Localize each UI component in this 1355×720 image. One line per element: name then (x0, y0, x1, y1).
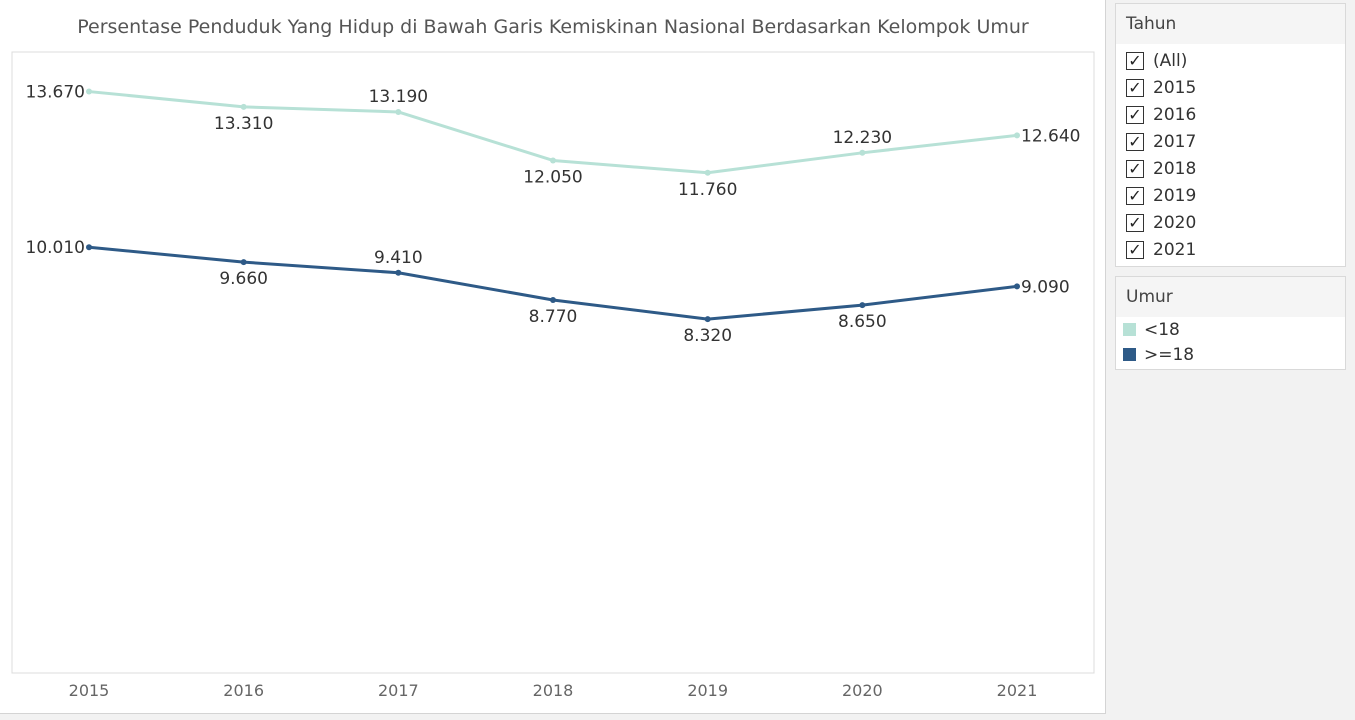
data-point (1014, 132, 1021, 139)
plot-frame (11, 51, 1095, 674)
data-label: 13.190 (369, 87, 428, 107)
x-tick-label: 2016 (223, 681, 264, 700)
data-label: 8.770 (529, 307, 578, 327)
checkbox-checked-icon[interactable]: ✓ (1126, 186, 1144, 205)
year-filter-label: (All) (1153, 50, 1188, 71)
data-label: 8.320 (683, 326, 732, 346)
year-filter-option[interactable]: ✓ 2019 (1116, 182, 1345, 209)
year-filter-label: 2015 (1153, 77, 1197, 98)
data-point (86, 88, 92, 95)
legend-label: >=18 (1144, 344, 1195, 365)
data-label: 9.090 (1021, 277, 1070, 297)
x-tick-label: 2020 (842, 681, 883, 700)
year-filter-option[interactable]: ✓ 2016 (1116, 101, 1345, 128)
chart-panel: Persentase Penduduk Yang Hidup di Bawah … (0, 0, 1106, 714)
year-filter-card: Tahun ✓ (All) ✓ 2015 ✓ 2016 ✓ 2017 ✓ 2018 ✓ 2019 ✓ 20… (1115, 3, 1346, 267)
checkbox-checked-icon[interactable]: ✓ (1126, 159, 1144, 178)
x-tick-label: 2015 (69, 681, 110, 700)
chart-title: Persentase Penduduk Yang Hidup di Bawah … (77, 16, 1029, 38)
year-filter-label: 2018 (1153, 158, 1197, 179)
year-filter-label: 2019 (1153, 185, 1197, 206)
checkbox-checked-icon[interactable]: ✓ (1126, 51, 1144, 70)
x-tick-label: 2018 (533, 681, 574, 700)
data-point (859, 149, 866, 156)
legend-item[interactable]: >=18 (1116, 342, 1345, 367)
year-filter-label: 2017 (1153, 131, 1197, 152)
year-filter-title: Tahun (1116, 4, 1345, 44)
data-point (1014, 283, 1021, 290)
year-filter-option[interactable]: ✓ (All) (1116, 47, 1345, 74)
legend-swatch (1123, 323, 1136, 336)
age-legend-list: <18 >=18 (1116, 317, 1345, 367)
data-label: 12.640 (1021, 126, 1080, 146)
data-label: 13.310 (214, 114, 273, 134)
data-label: 11.760 (678, 180, 737, 200)
x-tick-label: 2017 (378, 681, 419, 700)
checkbox-checked-icon[interactable]: ✓ (1126, 213, 1144, 232)
year-filter-option[interactable]: ✓ 2017 (1116, 128, 1345, 155)
year-filter-label: 2016 (1153, 104, 1197, 125)
legend-item[interactable]: <18 (1116, 317, 1345, 342)
data-point (550, 296, 557, 303)
data-label: 9.660 (219, 269, 268, 289)
legend-swatch (1123, 348, 1136, 361)
age-legend-card: Umur <18 >=18 (1115, 276, 1346, 370)
data-point (240, 103, 247, 110)
year-filter-label: 2020 (1153, 212, 1197, 233)
data-point (240, 259, 247, 266)
year-filter-option[interactable]: ✓ 2021 (1116, 236, 1345, 263)
data-point (550, 157, 557, 164)
checkbox-checked-icon[interactable]: ✓ (1126, 105, 1144, 124)
data-label: 8.650 (838, 312, 887, 332)
line-chart: 2015 2016 2017 2018 2019 2020 2021 13.670 13.310… (11, 51, 1095, 700)
year-filter-option[interactable]: ✓ 2018 (1116, 155, 1345, 182)
data-label: 9.410 (374, 248, 423, 268)
data-point (86, 244, 92, 251)
data-label: 12.050 (523, 167, 582, 187)
data-point (395, 269, 402, 276)
year-filter-list: ✓ (All) ✓ 2015 ✓ 2016 ✓ 2017 ✓ 2018 ✓ 2019 ✓ 2020 ✓ 202… (1116, 44, 1345, 263)
data-point (859, 302, 866, 309)
x-tick-label: 2019 (687, 681, 728, 700)
data-point (395, 108, 402, 115)
legend-label: <18 (1144, 319, 1180, 340)
year-filter-option[interactable]: ✓ 2020 (1116, 209, 1345, 236)
data-point (704, 316, 711, 323)
year-filter-label: 2021 (1153, 239, 1197, 260)
checkbox-checked-icon[interactable]: ✓ (1126, 132, 1144, 151)
data-label: 13.670 (26, 83, 85, 103)
x-tick-label: 2021 (997, 681, 1038, 700)
data-point (704, 169, 711, 176)
checkbox-checked-icon[interactable]: ✓ (1126, 240, 1144, 259)
checkbox-checked-icon[interactable]: ✓ (1126, 78, 1144, 97)
age-legend-title: Umur (1116, 277, 1345, 317)
data-label: 10.010 (26, 238, 85, 258)
data-label: 12.230 (833, 128, 892, 148)
year-filter-option[interactable]: ✓ 2015 (1116, 74, 1345, 101)
